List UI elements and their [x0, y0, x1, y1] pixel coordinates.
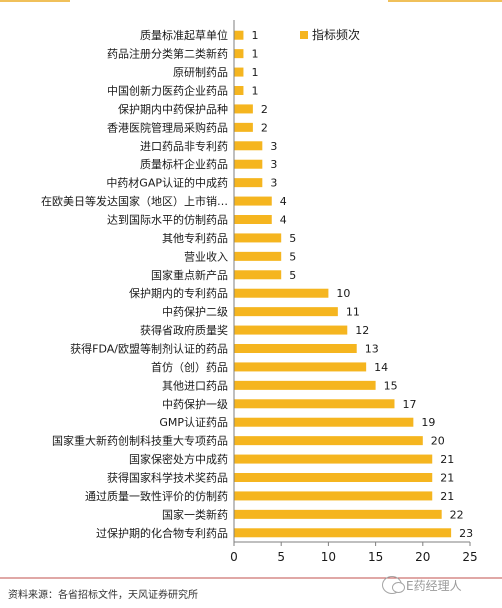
bar	[234, 509, 442, 519]
bar	[234, 288, 329, 298]
category-label: 中药保护二级	[162, 305, 228, 319]
bar	[234, 270, 282, 280]
bar	[234, 67, 244, 77]
legend-label: 指标频次	[312, 27, 360, 42]
bar	[234, 399, 395, 409]
category-label: 通过质量一致性评价的仿制药	[85, 489, 228, 503]
bar	[234, 86, 244, 95]
category-label: 其他专利药品	[162, 231, 228, 245]
bar	[234, 215, 272, 224]
value-label: 21	[440, 490, 454, 503]
value-label: 5	[289, 250, 296, 263]
bar	[234, 122, 253, 132]
category-label: 保护期内的专利药品	[129, 286, 228, 300]
value-label: 3	[270, 158, 277, 171]
bar	[234, 528, 452, 538]
value-label: 21	[440, 453, 454, 466]
watermark: E药经理人	[382, 576, 462, 594]
source-note: 资料来源：各省招标文件，天风证券研究所	[8, 590, 198, 601]
bar	[234, 159, 263, 169]
bar	[234, 325, 348, 335]
category-label: 中药保护一级	[162, 397, 228, 411]
category-label: 国家重点新产品	[151, 268, 228, 282]
bar	[234, 344, 357, 353]
value-label: 20	[431, 435, 445, 448]
value-label: 22	[450, 508, 464, 521]
category-label: 质量标准起草单位	[140, 28, 228, 42]
bar	[234, 436, 423, 446]
bar	[234, 362, 367, 372]
value-label: 2	[261, 103, 268, 116]
category-label: 达到国际水平的仿制药品	[107, 213, 228, 227]
bar	[234, 417, 414, 427]
category-label: 进口药品非专利药	[140, 139, 228, 153]
bar-chart: 质量标准起草单位 1 药品注册分类第二类新药 1 原研制药品 1 中国创新力医药企业药品 1 保…	[0, 20, 502, 579]
category-label: 中药材GAP认证的中成药	[106, 176, 228, 190]
bar	[234, 104, 253, 114]
x-tick-label: 5	[277, 550, 285, 564]
bar	[234, 30, 244, 40]
value-label: 4	[280, 195, 287, 208]
bar	[234, 49, 244, 59]
bar	[234, 233, 282, 243]
value-label: 1	[251, 66, 258, 79]
category-label: 国家一类新药	[162, 507, 228, 521]
value-label: 15	[384, 379, 398, 392]
top-border-line-left	[0, 0, 70, 2]
value-label: 3	[270, 140, 277, 153]
x-tick-label: 0	[230, 550, 238, 564]
bar	[234, 141, 263, 151]
x-tick-label: 10	[321, 550, 336, 564]
value-label: 4	[280, 214, 287, 227]
bar	[234, 454, 433, 464]
category-label: 首仿（创）药品	[151, 360, 228, 374]
value-label: 17	[402, 398, 416, 411]
category-label: 药品注册分类第二类新药	[107, 47, 228, 61]
value-label: 14	[374, 361, 388, 374]
x-tick-label: 20	[415, 550, 430, 564]
bar	[234, 491, 433, 501]
category-label: 中国创新力医药企业药品	[107, 84, 228, 98]
category-label: 质量标杆企业药品	[140, 157, 228, 171]
category-label: 过保护期的化合物专利药品	[96, 526, 228, 540]
value-label: 5	[289, 232, 296, 245]
value-label: 13	[365, 343, 379, 356]
value-label: 19	[421, 416, 435, 429]
bar	[234, 307, 338, 317]
bar	[234, 251, 282, 261]
watermark-text: E药经理人	[406, 578, 462, 593]
bar	[234, 196, 272, 206]
category-label: GMP认证药品	[159, 416, 228, 429]
wechat-icon	[382, 576, 405, 594]
value-label: 10	[336, 287, 350, 300]
category-label: 获得省政府质量奖	[140, 323, 228, 337]
value-label: 21	[440, 472, 454, 485]
category-label: 保护期内中药保护品种	[118, 102, 228, 116]
category-label: 获得FDA/欧盟等制剂认证的药品	[70, 342, 228, 356]
category-label: 香港医院管理局采购药品	[107, 120, 228, 134]
value-label: 1	[251, 48, 258, 61]
category-label: 其他进口药品	[162, 379, 228, 392]
category-label: 在欧美日等发达国家（地区）上市销…	[41, 194, 228, 208]
value-label: 1	[251, 29, 258, 42]
legend-swatch	[300, 31, 308, 39]
bar	[234, 473, 433, 482]
bar	[234, 380, 376, 390]
category-label: 原研制药品	[173, 66, 228, 79]
value-label: 12	[355, 324, 369, 337]
category-label: 营业收入	[184, 249, 228, 263]
category-label: 获得国家科学技术奖药品	[107, 471, 228, 485]
category-label: 国家重大新药创制科技重大专项药品	[52, 434, 228, 448]
value-label: 2	[261, 121, 268, 134]
x-tick-label: 15	[368, 550, 383, 564]
top-border-line-right	[388, 0, 502, 2]
value-label: 11	[346, 306, 360, 319]
value-label: 1	[251, 85, 258, 98]
value-label: 5	[289, 269, 296, 282]
value-label: 23	[459, 527, 473, 540]
category-label: 国家保密处方中成药	[129, 452, 228, 466]
bar	[234, 178, 263, 188]
x-tick-label: 25	[462, 550, 477, 564]
value-label: 3	[270, 177, 277, 190]
